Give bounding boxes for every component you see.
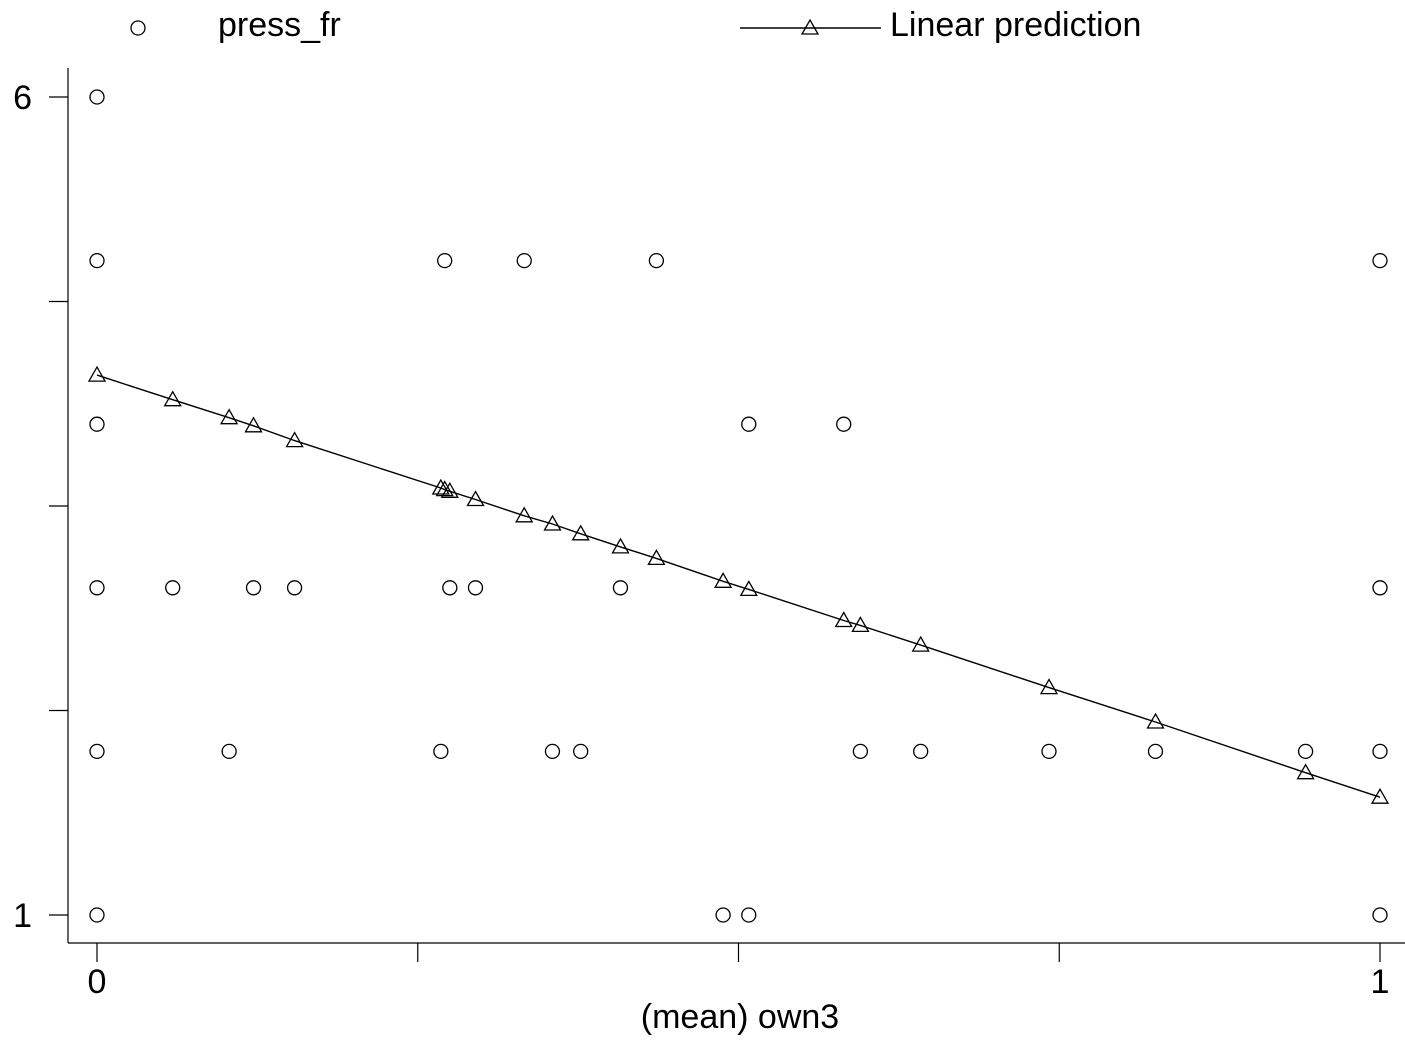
prediction-line-layer — [96, 374, 1381, 798]
observed-point — [544, 743, 561, 760]
prediction-point — [571, 524, 590, 541]
observed-point — [648, 252, 665, 269]
observed-point — [715, 907, 731, 923]
observed-point — [573, 743, 589, 760]
prediction-point — [87, 365, 107, 382]
observed-point — [1041, 743, 1057, 760]
observed-point — [836, 416, 852, 432]
observed-point — [1147, 743, 1164, 760]
prediction-point — [911, 635, 930, 652]
prediction-point — [1039, 678, 1059, 695]
observed-point — [516, 252, 532, 269]
prediction-point — [851, 616, 870, 633]
prediction-point — [834, 611, 853, 628]
prediction-line — [96, 374, 1381, 798]
prediction-point — [611, 537, 630, 554]
prediction-point — [466, 490, 485, 507]
prediction-point — [543, 514, 562, 531]
observed-point — [89, 907, 105, 923]
observed-point — [89, 252, 105, 269]
prediction-point — [435, 480, 454, 497]
prediction-point — [440, 481, 459, 498]
prediction-point — [244, 416, 263, 433]
observed-point — [913, 743, 929, 760]
observed-point — [1372, 907, 1388, 923]
observed-point — [1372, 580, 1388, 596]
observed-point — [165, 580, 181, 596]
y-ticks: 16 — [13, 79, 68, 935]
legend-entry-observed: press_fr — [130, 6, 341, 44]
legend: press_fr Linear prediction — [130, 6, 1141, 44]
observed-point — [89, 580, 105, 596]
observed-point — [89, 416, 105, 432]
prediction-point — [739, 580, 758, 597]
observed-point — [741, 907, 757, 923]
observed-point — [245, 580, 262, 596]
legend-entry-prediction: Linear prediction — [740, 6, 1141, 44]
observed-point — [89, 743, 105, 760]
prediction-point — [1370, 787, 1390, 804]
observed-point — [437, 252, 453, 269]
observed-point — [1372, 252, 1388, 269]
y-tick-label: 1 — [13, 897, 32, 935]
prediction-point — [431, 478, 450, 495]
prediction-point — [713, 571, 733, 588]
observed-point — [1372, 743, 1388, 760]
observed-points-layer — [89, 89, 1388, 923]
observed-point — [221, 743, 237, 760]
x-axis-title: (mean) own3 — [641, 998, 839, 1036]
observed-point — [1297, 743, 1314, 760]
prediction-point — [1296, 763, 1315, 780]
prediction-point — [219, 408, 239, 425]
prediction-point — [163, 390, 182, 407]
prediction-point — [285, 431, 304, 448]
prediction-point — [647, 549, 666, 566]
legend-label-prediction: Linear prediction — [890, 6, 1141, 44]
observed-point — [612, 580, 629, 596]
observed-point — [442, 580, 458, 596]
x-tick-label: 1 — [1371, 963, 1390, 1001]
legend-label-observed: press_fr — [218, 6, 341, 44]
observed-point — [286, 580, 303, 596]
observed-point — [433, 743, 449, 760]
prediction-point — [1146, 712, 1165, 729]
observed-point — [467, 580, 484, 596]
observed-point — [741, 416, 757, 432]
legend-triangle-marker — [800, 18, 820, 35]
legend-circle-marker — [130, 20, 146, 36]
prediction-points-layer — [87, 365, 1390, 804]
prediction-point — [515, 506, 534, 523]
observed-point — [89, 89, 105, 105]
y-tick-label: 6 — [13, 79, 32, 117]
observed-point — [852, 743, 869, 760]
x-tick-label: 0 — [88, 963, 107, 1001]
